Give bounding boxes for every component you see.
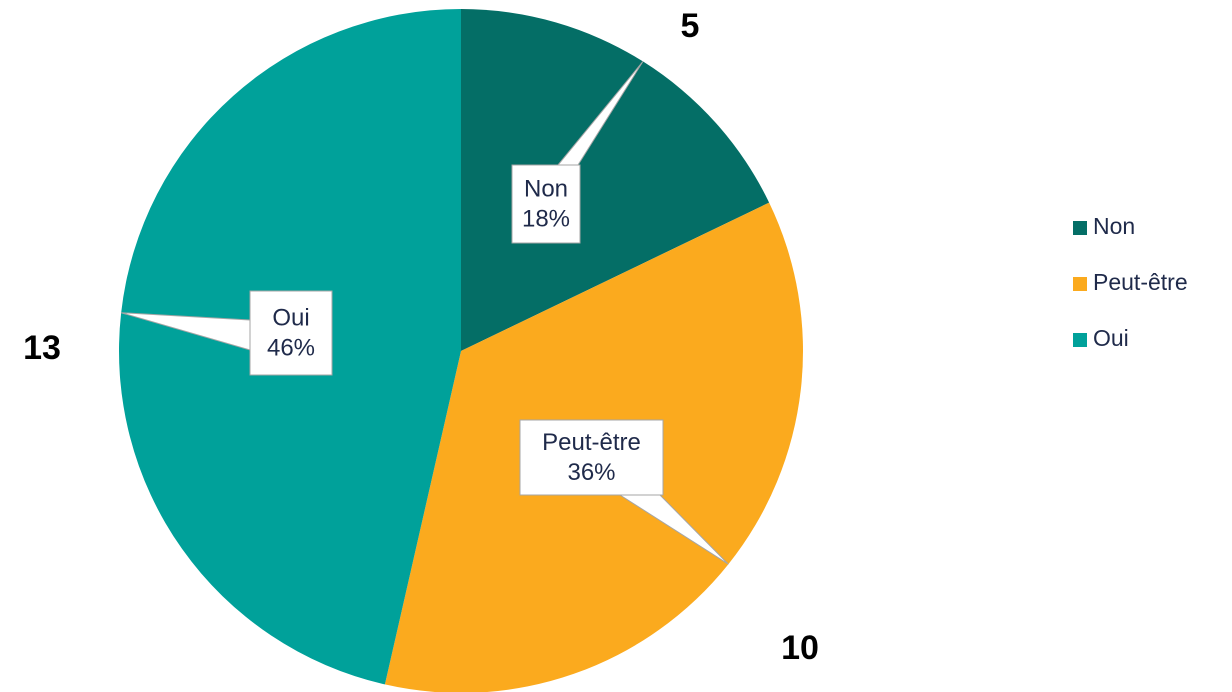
legend-swatch xyxy=(1073,221,1087,235)
legend-swatch xyxy=(1073,333,1087,347)
pie-slice xyxy=(461,9,770,351)
value-label: 13 xyxy=(23,329,61,367)
callout-box xyxy=(511,164,581,244)
legend-label: Non xyxy=(1093,213,1135,239)
legend-swatch xyxy=(1073,277,1087,291)
callout-category: Oui xyxy=(272,304,309,331)
callout-category: Non xyxy=(524,175,568,202)
callout-percent: 36% xyxy=(567,459,615,486)
legend-label: Oui xyxy=(1093,325,1129,351)
callout-box xyxy=(249,290,333,376)
callout-box xyxy=(519,419,664,496)
callout-percent: 18% xyxy=(522,205,570,232)
legend-label: Peut-être xyxy=(1093,269,1188,295)
value-label: 10 xyxy=(781,629,819,667)
value-label: 5 xyxy=(681,7,700,45)
callout-category: Peut-être xyxy=(542,429,641,456)
callout-percent: 46% xyxy=(267,334,315,361)
